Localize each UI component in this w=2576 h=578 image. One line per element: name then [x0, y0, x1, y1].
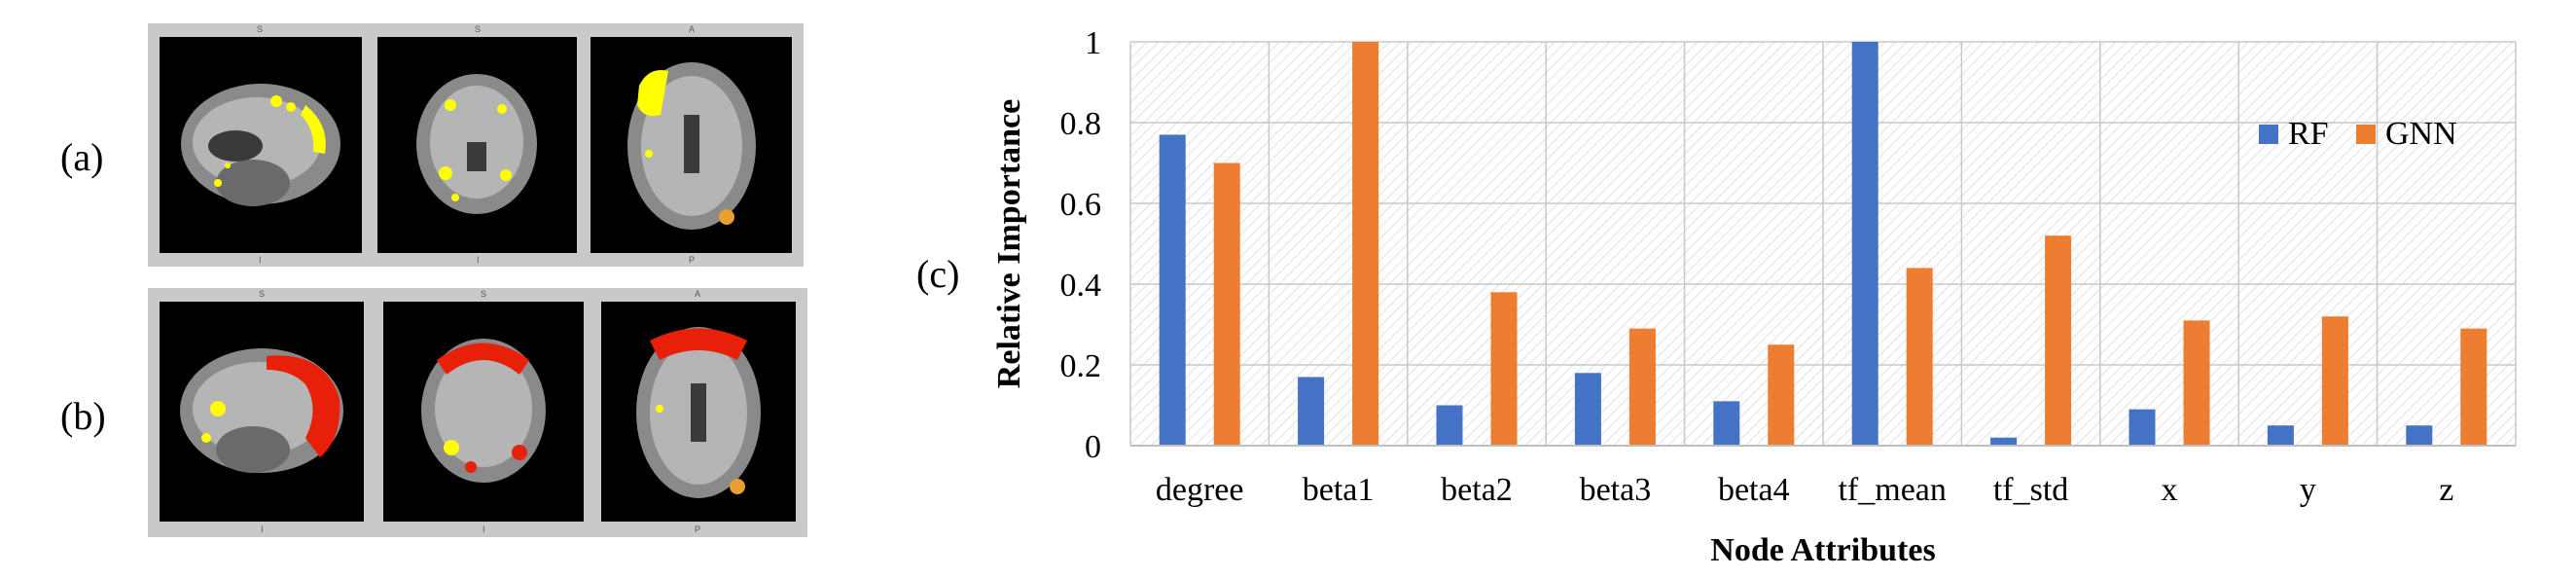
y-tick-label: 0.4	[1060, 268, 1102, 304]
bar-gnn-x	[2183, 320, 2210, 446]
bar-rf-tf_mean	[1851, 42, 1878, 446]
bar-rf-tf_std	[1990, 437, 2018, 446]
panel-label-c: (c)	[916, 252, 960, 296]
legend-swatch-gnn	[2356, 125, 2376, 144]
brain-view-b-sagittal	[160, 302, 364, 522]
x-tick-label: beta1	[1303, 472, 1375, 508]
x-tick-label: y	[2300, 472, 2316, 508]
brain-panel-b: S S A I I P	[148, 288, 807, 537]
bar-gnn-beta1	[1352, 42, 1379, 446]
brain-view-b-coronal	[383, 302, 584, 522]
orientation-bottom-2: I	[483, 524, 485, 534]
bar-rf-beta2	[1436, 405, 1463, 446]
y-tick-label: 0.8	[1060, 106, 1102, 142]
bar-gnn-tf_std	[2045, 235, 2072, 446]
bar-rf-beta4	[1713, 401, 1740, 446]
bar-rf-y	[2267, 425, 2294, 446]
x-tick-label: x	[2162, 472, 2178, 508]
y-tick-label: 0.6	[1060, 187, 1102, 223]
bar-gnn-degree	[1213, 163, 1240, 446]
bar-rf-beta3	[1574, 373, 1601, 446]
orientation-bottom-1: I	[259, 255, 262, 265]
orientation-top-1: S	[257, 24, 264, 34]
brain-panel-a: S S A I I P	[148, 23, 804, 267]
legend-label-rf: RF	[2288, 116, 2329, 152]
y-tick-label: 1	[1085, 25, 1101, 61]
orientation-bottom-3: P	[689, 255, 696, 265]
orientation-top-1: S	[259, 289, 266, 299]
panel-label-b: (b)	[60, 394, 106, 438]
legend-swatch-rf	[2259, 125, 2278, 144]
x-tick-label: tf_mean	[1838, 472, 1946, 508]
bar-rf-beta1	[1298, 377, 1325, 446]
bar-gnn-beta3	[1628, 328, 1656, 446]
x-tick-label: z	[2439, 472, 2453, 508]
x-tick-label: tf_std	[1993, 472, 2068, 508]
y-tick-label: 0.2	[1060, 348, 1102, 384]
bar-rf-x	[2129, 409, 2156, 446]
legend: RF GNN	[2259, 116, 2457, 152]
bar-gnn-beta4	[1768, 344, 1795, 446]
bar-gnn-y	[2321, 316, 2348, 446]
brain-view-b-axial	[601, 302, 796, 522]
orientation-bottom-3: P	[695, 524, 701, 534]
y-tick-label: 0	[1085, 429, 1101, 465]
orientation-top-3: A	[689, 24, 696, 34]
orientation-top-3: A	[695, 289, 701, 299]
x-axis-label: Node Attributes	[1710, 532, 1935, 568]
bar-gnn-z	[2460, 328, 2487, 446]
bar-rf-z	[2406, 425, 2433, 446]
bar-rf-degree	[1159, 134, 1186, 446]
orientation-bottom-1: I	[261, 524, 264, 534]
y-axis-label: Relative Importance	[991, 99, 1027, 388]
x-tick-label: beta3	[1580, 472, 1652, 508]
orientation-top-2: S	[481, 289, 487, 299]
orientation-top-2: S	[475, 24, 482, 34]
legend-label-gnn: GNN	[2385, 116, 2457, 152]
x-tick-label: degree	[1156, 472, 1244, 508]
brain-view-a-coronal	[377, 37, 577, 253]
bar-gnn-beta2	[1490, 292, 1518, 446]
x-tick-label: beta2	[1441, 472, 1513, 508]
brain-view-a-axial	[590, 37, 792, 253]
panel-label-a: (a)	[60, 135, 104, 179]
bar-gnn-tf_mean	[1906, 268, 1933, 446]
brain-view-a-sagittal	[160, 37, 362, 253]
orientation-bottom-2: I	[477, 255, 480, 265]
x-tick-label: beta4	[1718, 472, 1790, 508]
